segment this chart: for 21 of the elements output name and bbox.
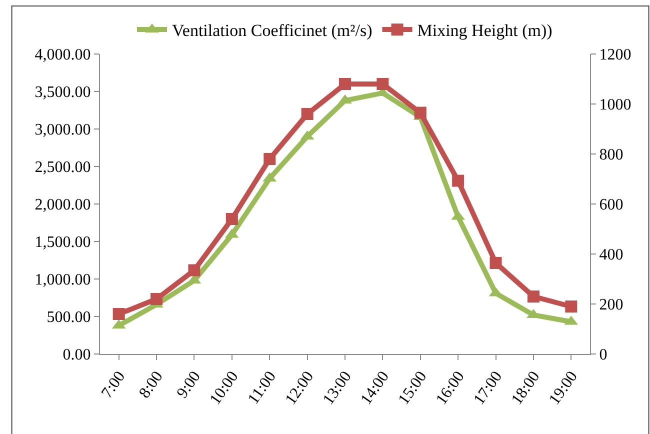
x-tick-label: 9:00	[174, 368, 204, 402]
y2-tick-label: 0	[599, 346, 608, 364]
y-tick-label: 1,000.00	[34, 272, 91, 289]
y2-tick-label: 400	[599, 246, 624, 264]
x-tick-label: 7:00	[98, 368, 129, 402]
y-tick-label: 4,000.00	[34, 46, 91, 64]
y2-tick-label: 800	[599, 146, 624, 164]
y-tick-label: 2,500.00	[34, 159, 91, 176]
y-tick-label: 3,500.00	[34, 84, 91, 102]
y-tick-label: 1,500.00	[34, 234, 91, 252]
y2-tick-label: 1000	[599, 96, 632, 114]
y2-tick-label: 600	[599, 196, 624, 214]
legend-label: Ventilation Coefficinet (m²/s)	[172, 21, 372, 40]
y-tick-label: 2,000.00	[34, 196, 91, 214]
y2-tick-label: 1200	[599, 46, 632, 64]
x-tick-label: 8:00	[136, 368, 166, 402]
legend-label: Mixing Height (m))	[417, 21, 552, 40]
y2-tick-label: 200	[599, 296, 624, 314]
y-tick-label: 0.00	[62, 346, 91, 364]
y-tick-label: 500.00	[46, 309, 91, 326]
y-tick-label: 3,000.00	[34, 122, 91, 139]
